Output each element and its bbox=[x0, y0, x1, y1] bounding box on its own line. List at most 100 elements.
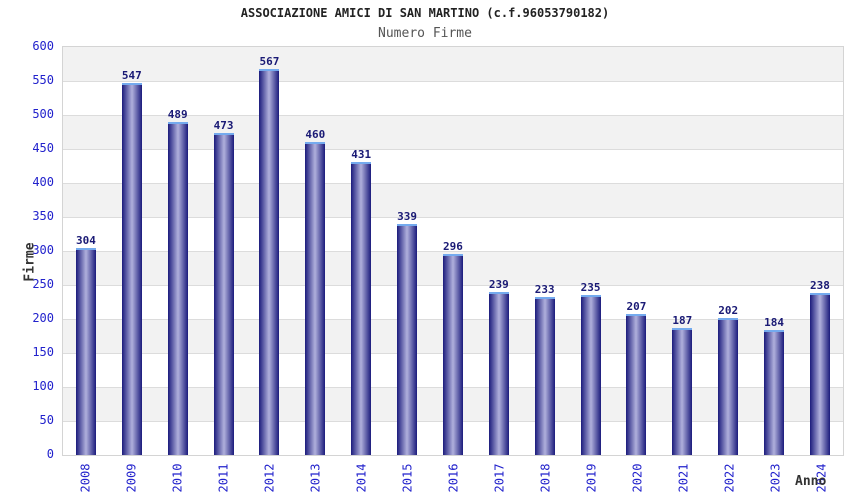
y-axis-title: Firme bbox=[22, 242, 38, 282]
bar-value-label: 235 bbox=[580, 281, 601, 295]
x-axis-tick-label: 2014 bbox=[354, 463, 368, 493]
bar-slot-2020: 207 bbox=[614, 47, 660, 455]
bar-slot-2023: 184 bbox=[751, 47, 797, 455]
x-axis-tick-label: 2010 bbox=[170, 463, 184, 493]
x-axis-tick-label: 2016 bbox=[446, 463, 460, 493]
x-label-slot: 2014 bbox=[338, 458, 384, 498]
bar: 304 bbox=[75, 234, 96, 455]
x-label-slot: 2012 bbox=[246, 458, 292, 498]
bar-value-label: 431 bbox=[351, 147, 372, 161]
bar: 547 bbox=[121, 69, 142, 455]
x-label-slot: 2017 bbox=[476, 458, 522, 498]
bar-value-label: 296 bbox=[443, 239, 463, 253]
grid-band bbox=[63, 182, 843, 217]
y-axis-tick-label: 0 bbox=[46, 447, 54, 461]
bar: 233 bbox=[534, 283, 555, 455]
x-label-slot: 2020 bbox=[614, 458, 660, 498]
bar-value-label: 207 bbox=[626, 300, 647, 314]
bar: 207 bbox=[626, 300, 647, 455]
bar-slot-2019: 235 bbox=[568, 47, 614, 455]
bar: 473 bbox=[213, 119, 234, 455]
x-axis-tick-label: 2023 bbox=[768, 463, 782, 493]
bar-slot-2024: 238 bbox=[797, 47, 843, 455]
bars-container: 304 547 489 473 567 460 431 339 296 239 233 235 207 1… bbox=[63, 47, 843, 455]
bar-slot-2017: 239 bbox=[476, 47, 522, 455]
y-axis-tick-label: 350 bbox=[32, 209, 54, 223]
x-axis-tick-label: 2017 bbox=[492, 463, 506, 493]
bar-value-label: 239 bbox=[488, 278, 509, 292]
grid-band bbox=[63, 47, 843, 81]
grid-band bbox=[63, 149, 843, 183]
x-axis-title: Anno bbox=[795, 474, 827, 489]
bar-value-label: 489 bbox=[167, 108, 188, 122]
bar-slot-2015: 339 bbox=[384, 47, 430, 455]
x-label-slot: 2018 bbox=[522, 458, 568, 498]
bar-value-label: 473 bbox=[213, 119, 234, 133]
x-axis-tick-label: 2018 bbox=[538, 463, 552, 493]
chart-subtitle: Numero Firme bbox=[378, 26, 472, 41]
x-axis-tick-label: 2019 bbox=[584, 463, 598, 493]
x-axis-tick-label: 2022 bbox=[722, 463, 736, 493]
y-axis-tick-label: 450 bbox=[32, 141, 54, 155]
x-axis-tick-label: 2020 bbox=[630, 463, 644, 493]
bar: 238 bbox=[809, 279, 830, 455]
x-label-slot: 2019 bbox=[568, 458, 614, 498]
grid-band bbox=[63, 80, 843, 115]
bar: 296 bbox=[442, 240, 463, 455]
bar-slot-2014: 431 bbox=[338, 47, 384, 455]
bar-slot-2008: 304 bbox=[63, 47, 109, 455]
bar-slot-2016: 296 bbox=[430, 47, 476, 455]
x-label-slot: 2022 bbox=[706, 458, 752, 498]
x-label-slot: 2009 bbox=[108, 458, 154, 498]
bar: 239 bbox=[488, 278, 509, 455]
x-label-slot: 2011 bbox=[200, 458, 246, 498]
bar-slot-2011: 473 bbox=[201, 47, 247, 455]
bar-value-label: 184 bbox=[764, 315, 784, 329]
bar-value-label: 460 bbox=[305, 128, 326, 142]
x-axis-tick-label: 2013 bbox=[308, 463, 322, 493]
y-axis-tick-labels: 0 50 100 150 200 250 300 350 400 450 500 550 600 bbox=[0, 39, 62, 461]
x-label-slot: 2021 bbox=[660, 458, 706, 498]
bar: 431 bbox=[351, 148, 372, 455]
y-axis-tick-label: 250 bbox=[32, 277, 54, 291]
bar-slot-2018: 233 bbox=[522, 47, 568, 455]
bar-slot-2022: 202 bbox=[705, 47, 751, 455]
x-axis-tick-label: 2012 bbox=[262, 463, 276, 493]
bar-value-label: 567 bbox=[259, 55, 280, 69]
bar: 460 bbox=[305, 128, 326, 455]
bar-slot-2012: 567 bbox=[247, 47, 293, 455]
bar: 202 bbox=[718, 304, 739, 455]
grid-band bbox=[63, 217, 843, 251]
bar-value-label: 339 bbox=[397, 210, 417, 224]
bar-slot-2013: 460 bbox=[292, 47, 338, 455]
bar-value-label: 304 bbox=[76, 234, 96, 248]
y-axis-tick-label: 300 bbox=[32, 243, 54, 257]
bar-value-label: 187 bbox=[672, 313, 693, 327]
y-axis-tick-label: 600 bbox=[32, 39, 54, 53]
x-label-slot: 2016 bbox=[430, 458, 476, 498]
y-axis-tick-label: 400 bbox=[32, 174, 54, 189]
y-axis-tick-label: 100 bbox=[32, 379, 54, 393]
bar: 567 bbox=[259, 55, 280, 455]
x-axis-tick-labels: 2008 2009 2010 2011 2012 2013 2014 2015 2016 2017… bbox=[62, 458, 844, 498]
bar-slot-2021: 187 bbox=[659, 47, 705, 455]
bar: 489 bbox=[167, 108, 188, 455]
bar-value-label: 547 bbox=[121, 69, 142, 83]
bar-value-label: 202 bbox=[718, 303, 739, 317]
bar: 235 bbox=[580, 281, 601, 455]
x-axis-tick-label: 2008 bbox=[78, 463, 92, 493]
x-axis-tick-label: 2015 bbox=[400, 463, 414, 493]
x-label-slot: 2023 bbox=[752, 458, 798, 498]
x-label-slot: 2013 bbox=[292, 458, 338, 498]
bar-slot-2009: 547 bbox=[109, 47, 155, 455]
x-axis-tick-label: 2011 bbox=[216, 463, 230, 493]
grid-band bbox=[63, 114, 843, 149]
chart-title: ASSOCIAZIONE AMICI DI SAN MARTINO (c.f.9… bbox=[240, 6, 610, 20]
x-label-slot: 2010 bbox=[154, 458, 200, 498]
bar-slot-2010: 489 bbox=[155, 47, 201, 455]
bar: 184 bbox=[764, 316, 785, 455]
bar: 339 bbox=[397, 210, 418, 455]
x-axis-tick-label: 2009 bbox=[124, 463, 138, 493]
y-axis-tick-label: 150 bbox=[32, 345, 54, 359]
